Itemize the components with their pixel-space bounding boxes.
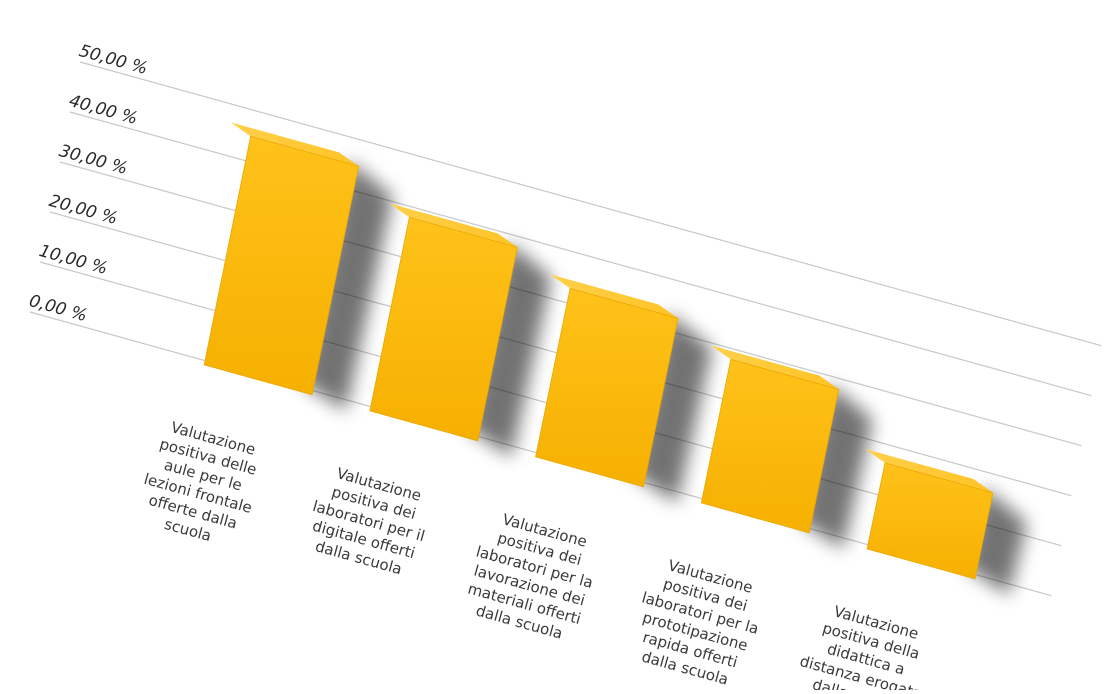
bar-shadow: [799, 383, 873, 549]
category-label: Valutazionepositiva deilaboratori per la…: [624, 552, 770, 690]
bar-top: [230, 122, 359, 167]
bar-shadow: [633, 312, 713, 503]
bar-top: [865, 448, 993, 493]
category-labels: Valutazionepositiva delleaule per lelezi…: [132, 415, 940, 694]
y-tick-label: 40,00 %: [67, 91, 140, 129]
category-label: Valutazionepositiva delleaule per lelezi…: [132, 415, 270, 554]
bar-top: [710, 345, 839, 390]
bar-shadow: [467, 241, 552, 457]
y-tick-label: 0,00 %: [27, 291, 90, 326]
bar: [369, 216, 518, 442]
y-tick-label: 20,00 %: [47, 191, 120, 229]
y-axis-ticks: 0,00 % 10,00 % 20,00 % 30,00 % 40,00 % 50,00 …: [27, 41, 150, 326]
y-tick-label: 10,00 %: [37, 241, 110, 279]
y-tick-label: 50,00 %: [77, 41, 150, 79]
category-label: Valutazionepositiva delladidattica adist…: [793, 597, 940, 690]
gridline-50: [79, 61, 1102, 347]
bar: [535, 287, 679, 488]
bar: [700, 358, 840, 534]
category-label: Valutazionepositiva deilaboratori per la…: [459, 506, 605, 647]
bar-group: [865, 448, 994, 580]
gridline-40: [69, 111, 1092, 397]
bar-top: [550, 274, 679, 319]
category-label: Valutazionepositiva deilaboratori per il…: [301, 460, 438, 582]
y-tick-label: 30,00 %: [57, 141, 130, 179]
bar-group: [700, 345, 840, 534]
bar-group: [535, 274, 679, 488]
bar: [203, 135, 360, 396]
bar-shadows: [302, 160, 1027, 595]
bar-group: [369, 203, 518, 442]
bar-top: [389, 203, 518, 248]
bar-group: [203, 122, 360, 396]
bar-shadow: [302, 160, 393, 411]
bar: [866, 462, 994, 580]
bars: [203, 122, 994, 580]
